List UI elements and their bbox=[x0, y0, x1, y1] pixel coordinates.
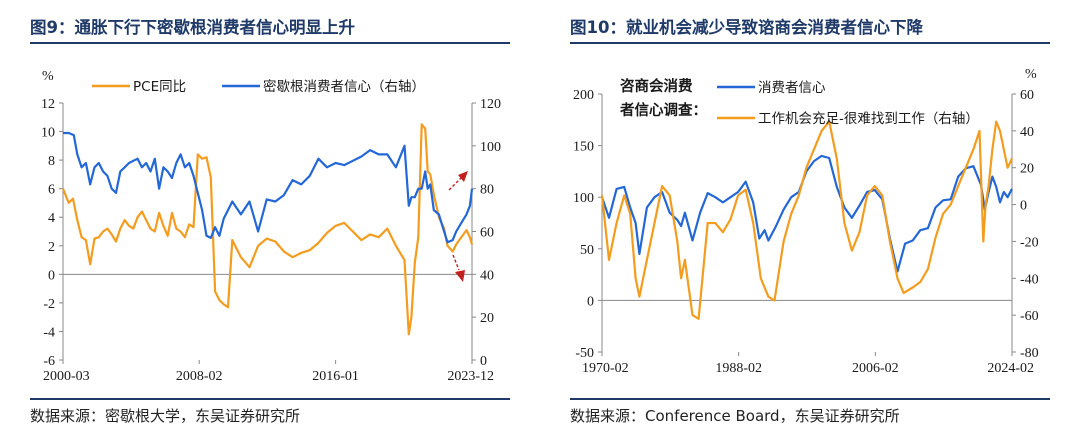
y-tick-label-left: 50 bbox=[580, 243, 594, 258]
y-tick-label-left: 0 bbox=[48, 268, 55, 283]
y-tick-label-right: 40 bbox=[1020, 125, 1034, 140]
x-tick-label: 2016-01 bbox=[312, 369, 359, 384]
panel-right: 图10：就业机会减少导致谘商会消费者信心下降 -50 0 50 100 150 200 -8… bbox=[540, 0, 1080, 437]
y-tick-label-left: 2 bbox=[48, 240, 55, 255]
x-tick-label: 2024-02 bbox=[987, 361, 1034, 376]
y-tick-label-left: -50 bbox=[575, 346, 594, 361]
y-tick-label-left: 100 bbox=[573, 191, 594, 206]
survey-label-line-2: 者信心调查： bbox=[620, 101, 707, 119]
y-tick-label-left: 12 bbox=[41, 97, 55, 112]
source-note: 数据来源：Conference Board，东吴证券研究所 bbox=[570, 407, 900, 425]
y-tick-label-right: 80 bbox=[480, 183, 494, 198]
y-tick-label-right: -20 bbox=[1020, 235, 1039, 250]
y-tick-label-left: 0 bbox=[587, 294, 594, 309]
y-tick-label-right: 40 bbox=[480, 268, 494, 283]
source-note: 数据来源：密歇根大学，东吴证券研究所 bbox=[30, 407, 301, 425]
y-tick-label-left: 6 bbox=[48, 183, 55, 198]
trend-arrow-up-line bbox=[448, 177, 462, 191]
x-tick-label: 1970-02 bbox=[582, 361, 629, 376]
y-tick-label-left: 150 bbox=[573, 140, 594, 155]
title-rule bbox=[570, 42, 1050, 44]
source-rule bbox=[30, 398, 510, 400]
x-tick-label: 2008-02 bbox=[176, 369, 223, 384]
y-tick-label-right: 0 bbox=[1020, 199, 1027, 214]
y-tick-label-right: 60 bbox=[1020, 88, 1034, 103]
title-rule bbox=[30, 42, 510, 44]
y-tick-label-left: 8 bbox=[48, 154, 55, 169]
series-line-1 bbox=[600, 154, 1013, 273]
series-line-2 bbox=[63, 131, 474, 244]
trend-arrow-down-line bbox=[452, 254, 460, 271]
panel-left: 图9：通胀下行下密歇根消费者信心明显上升 -6 -4 -2 0 2 4 6 8 10 12 0 20 4… bbox=[30, 18, 510, 425]
y-tick-label-right: 20 bbox=[480, 311, 494, 326]
x-tick-label: 2006-02 bbox=[852, 361, 899, 376]
y-tick-label-right: 60 bbox=[480, 226, 494, 241]
y-tick-label-right: -40 bbox=[1020, 272, 1039, 287]
survey-label-line-1: 咨商会消费 bbox=[620, 77, 693, 95]
y-tick-label-right: 100 bbox=[480, 140, 501, 155]
y-tick-label-right: -80 bbox=[1020, 346, 1039, 361]
y-tick-label-left: -4 bbox=[43, 325, 55, 340]
legend-label-jobs: 工作机会充足-很难找到工作（右轴） bbox=[758, 111, 979, 127]
y-tick-label-right: -60 bbox=[1020, 309, 1039, 324]
y-tick-label-right: 0 bbox=[480, 354, 487, 369]
panel-title: 图9：通胀下行下密歇根消费者信心明显上升 bbox=[30, 18, 355, 37]
y-tick-label-left: -2 bbox=[43, 297, 55, 312]
legend-label-sentiment: 密歇根消费者信心（右轴） bbox=[263, 78, 425, 95]
left-axis-unit: % bbox=[42, 69, 54, 84]
y-tick-label-right: 20 bbox=[1020, 162, 1034, 177]
source-rule bbox=[570, 398, 1050, 400]
y-tick-label-left: 10 bbox=[41, 126, 55, 141]
x-tick-label: 1988-02 bbox=[715, 361, 762, 376]
series-line-1 bbox=[61, 123, 474, 336]
x-tick-label: 2023-12 bbox=[447, 369, 494, 384]
legend-label-confidence: 消费者信心 bbox=[758, 80, 826, 96]
trend-arrow-up-head bbox=[458, 171, 468, 182]
y-tick-label-right: 120 bbox=[480, 97, 501, 112]
chart-right: -50 0 50 100 150 200 -80 -60 -40 -20 0 20 40 60 1970-0… bbox=[573, 67, 1039, 376]
y-tick-label-left: -6 bbox=[43, 354, 55, 369]
x-tick-label: 2000-03 bbox=[43, 369, 90, 384]
panel-title: 图10：就业机会减少导致谘商会消费者信心下降 bbox=[570, 18, 923, 37]
trend-arrow-down-head bbox=[455, 270, 465, 282]
y-tick-label-left: 200 bbox=[573, 88, 594, 103]
y-tick-label-left: 4 bbox=[48, 211, 55, 226]
series-line-2 bbox=[600, 120, 1013, 320]
right-axis-unit: % bbox=[1025, 67, 1037, 82]
legend-label-pce: PCE同比 bbox=[133, 79, 186, 95]
